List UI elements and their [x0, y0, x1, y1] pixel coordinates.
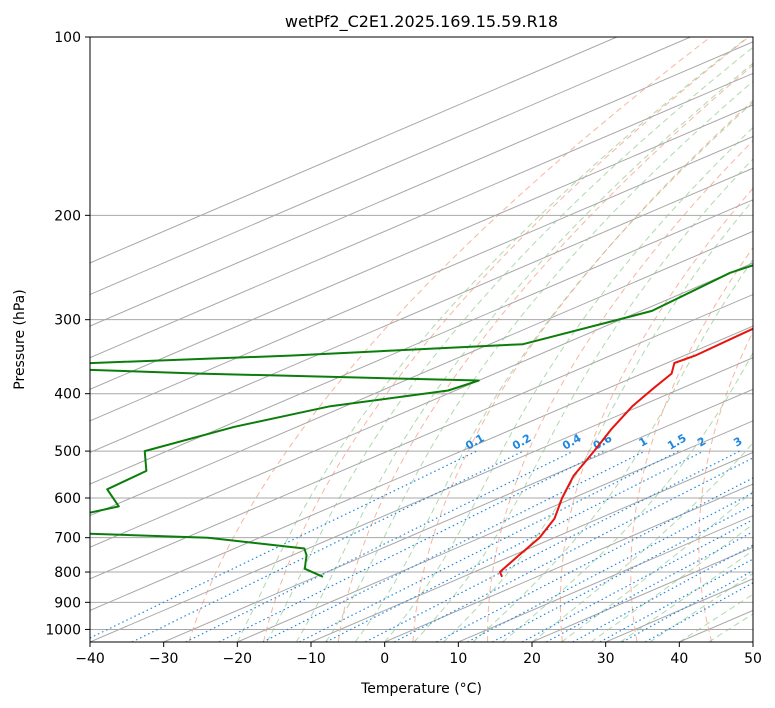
dry-adiabat: [630, 246, 753, 642]
x-tick-label: 50: [744, 651, 762, 667]
dry-adiabat: [263, 37, 749, 642]
mixing-ratio-line: [365, 450, 740, 642]
moist-adiabat: [561, 490, 753, 642]
moist-adiabat: [266, 46, 753, 642]
sounding-series: [90, 264, 753, 578]
isotherm-line: [163, 388, 753, 642]
mixing-ratio-line: [262, 450, 646, 642]
y-tick-label: 200: [54, 208, 81, 224]
isotherm-line: [90, 293, 753, 580]
y-tick-label: 400: [54, 387, 81, 403]
y-tick-label: 100: [54, 30, 81, 46]
isotherm-line: [90, 41, 753, 327]
temperature-line: [498, 327, 753, 578]
y-tick-label: 900: [54, 595, 81, 611]
x-tick-label: 10: [449, 651, 467, 667]
x-axis-label: Temperature (°C): [360, 681, 482, 697]
plot-frame: [89, 36, 754, 643]
y-axis-label: Pressure (hPa): [12, 289, 28, 389]
y-tick-label: 800: [54, 565, 81, 581]
moist-adiabat: [649, 572, 753, 642]
isotherm-line: [90, 72, 753, 359]
y-tick-label: 500: [54, 444, 81, 460]
mixing-ratio-line: [185, 450, 574, 642]
y-tick-label: 1000: [45, 622, 81, 638]
isotherms: [90, 37, 753, 642]
isotherm-line: [90, 167, 753, 454]
x-tick-label: 0: [380, 651, 389, 667]
isotherm-line: [90, 357, 753, 642]
isotherm-line: [458, 515, 753, 642]
moist-adiabat: [384, 126, 753, 642]
isotherm-line: [90, 199, 753, 485]
x-tick-label: −20: [223, 651, 253, 667]
y-axis-ticks: 100 200 300 400 500 600 700 800 900 1000: [45, 30, 90, 638]
isotherm-line: [90, 37, 691, 296]
dry-adiabat: [559, 187, 753, 642]
isotherm-line: [90, 37, 618, 264]
dewpoint-line: [90, 264, 753, 578]
moist-adiabat: [502, 351, 753, 642]
dry-adiabat: [487, 139, 753, 642]
isotherm-line: [90, 230, 753, 517]
x-tick-label: 20: [523, 651, 541, 667]
isotherm-line: [90, 136, 753, 422]
y-tick-label: 600: [54, 491, 81, 507]
mixing-ratio-line: [467, 492, 753, 642]
moist-adiabat: [620, 549, 753, 642]
mixing-ratio-line: [218, 450, 605, 642]
moist-adiabat: [236, 37, 749, 642]
isotherm-line: [237, 420, 753, 642]
mixing-ratio-line: [521, 518, 753, 642]
moist-adiabat: [472, 258, 753, 642]
isotherm-line: [384, 483, 753, 642]
x-tick-label: 30: [597, 651, 615, 667]
mixing-ratio-line: [492, 504, 753, 642]
x-axis-ticks: −40 −30 −20 −10 0 10 20 30 40 50: [75, 642, 762, 667]
isotherm-line: [90, 325, 753, 611]
x-tick-label: −40: [75, 651, 105, 667]
isotherm-line: [90, 262, 753, 548]
x-tick-label: −30: [149, 651, 179, 667]
isotherm-line: [310, 451, 753, 642]
x-tick-label: −10: [296, 651, 326, 667]
mixing-ratio-line: [546, 531, 753, 642]
chart-title: wetPf2_C2E1.2025.169.15.59.R18: [285, 12, 558, 32]
dry-adiabat: [188, 37, 711, 642]
y-tick-label: 300: [54, 313, 81, 329]
mixing-ratio-line: [436, 477, 753, 642]
plot-area: 0.10.20.40.611.52346810131620253036 -100…: [90, 37, 753, 642]
y-tick-label: 700: [54, 531, 81, 547]
isotherm-line: [90, 104, 753, 390]
mixing-ratio-line: [90, 450, 477, 639]
moist-adiabat: [590, 523, 753, 642]
dry-adiabat: [337, 64, 753, 642]
x-tick-label: 40: [670, 651, 688, 667]
